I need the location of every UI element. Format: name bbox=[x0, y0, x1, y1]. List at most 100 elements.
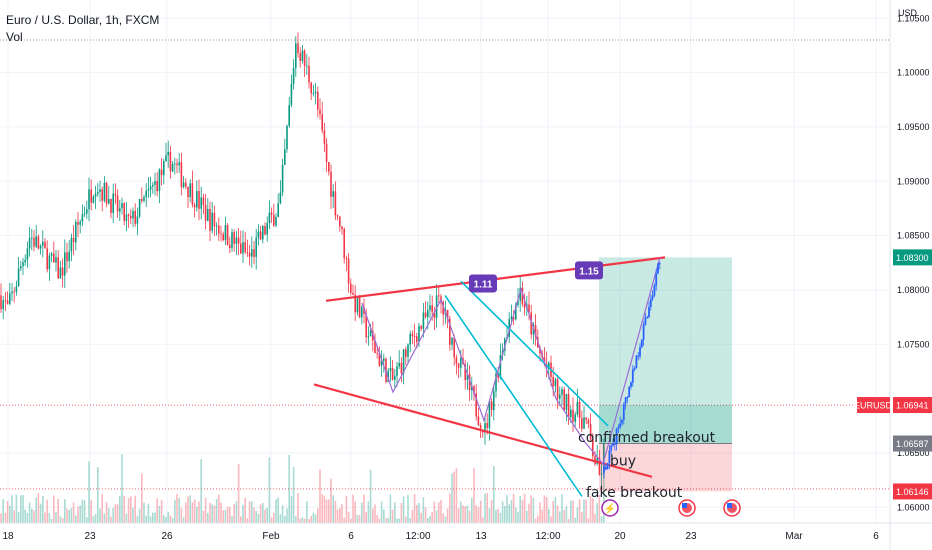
symbol-title[interactable]: Euro / U.S. Dollar, 1h, FXCM bbox=[6, 13, 160, 27]
volume-bar bbox=[136, 515, 139, 523]
volume-bar bbox=[39, 503, 42, 523]
candle-body bbox=[325, 143, 328, 163]
volume-bar bbox=[422, 497, 425, 523]
candle-body bbox=[497, 373, 499, 378]
projection-body bbox=[608, 450, 611, 464]
candle-body bbox=[61, 267, 64, 276]
candle bbox=[42, 230, 44, 258]
projection-candle bbox=[648, 301, 650, 319]
candle bbox=[246, 239, 249, 257]
candle-body bbox=[299, 53, 301, 61]
candle-body bbox=[75, 221, 77, 243]
volume-bar bbox=[154, 512, 156, 523]
volume-bar bbox=[389, 494, 392, 523]
volume-bar bbox=[453, 471, 455, 523]
volume-bar bbox=[226, 506, 229, 523]
candle bbox=[196, 180, 198, 212]
candle-body bbox=[570, 409, 572, 418]
volume-bar bbox=[94, 514, 97, 523]
volume-bar bbox=[297, 493, 299, 523]
candle-body bbox=[262, 226, 264, 240]
projection-body bbox=[624, 397, 627, 405]
candle bbox=[367, 326, 370, 346]
candle bbox=[422, 302, 425, 338]
candle-body bbox=[196, 191, 198, 208]
volume-bar bbox=[411, 509, 414, 523]
volume-bar bbox=[178, 498, 180, 523]
candle bbox=[402, 348, 405, 385]
volume-bar bbox=[61, 518, 64, 523]
candle bbox=[581, 410, 583, 432]
candle-body bbox=[209, 208, 211, 231]
candle bbox=[231, 228, 233, 252]
candle bbox=[92, 194, 95, 204]
volume-indicator-label[interactable]: Vol bbox=[6, 30, 23, 44]
candle-body bbox=[422, 312, 425, 329]
candle bbox=[286, 124, 288, 153]
candle bbox=[22, 257, 24, 275]
candle bbox=[24, 254, 26, 267]
volume-bar bbox=[257, 513, 260, 523]
volume-bar bbox=[55, 512, 57, 523]
candle-body bbox=[341, 226, 343, 229]
volume-bar bbox=[519, 496, 521, 523]
candle-body bbox=[552, 376, 554, 387]
candle bbox=[561, 386, 563, 406]
candle-body bbox=[453, 337, 455, 358]
volume-bar bbox=[532, 497, 535, 523]
time-tick-label: 18 bbox=[2, 531, 14, 542]
candle-body bbox=[420, 326, 422, 329]
candle-body bbox=[429, 305, 431, 311]
projection-body bbox=[619, 423, 622, 428]
projection-body bbox=[635, 355, 638, 368]
projection-candle bbox=[606, 462, 609, 470]
candle bbox=[211, 202, 213, 234]
volume-bar bbox=[409, 518, 411, 523]
volume-bar bbox=[541, 509, 543, 523]
projection-body bbox=[655, 273, 658, 286]
us-flag-canton bbox=[682, 503, 687, 508]
candle bbox=[574, 411, 576, 427]
candle-body bbox=[119, 208, 121, 212]
time-axis[interactable]: 18 23 26 Feb 6 12:00 13 12:00 20 23 Mar 6 ⚡ bbox=[0, 499, 932, 542]
candle bbox=[70, 233, 73, 262]
volume-bar bbox=[64, 499, 66, 523]
volume-bar bbox=[288, 454, 290, 523]
candle bbox=[409, 330, 411, 353]
candle-body bbox=[114, 193, 117, 196]
volume-bar bbox=[312, 512, 315, 523]
volume-bar bbox=[149, 516, 152, 523]
candle bbox=[224, 216, 227, 246]
volume-bar bbox=[334, 500, 337, 523]
candle bbox=[193, 202, 196, 218]
candle bbox=[99, 180, 101, 202]
volume-bar bbox=[391, 509, 394, 523]
volume-bar bbox=[86, 517, 88, 523]
volume-bar bbox=[484, 493, 486, 523]
candle-body bbox=[308, 65, 310, 83]
projection-candle bbox=[608, 444, 611, 469]
candle bbox=[132, 207, 134, 228]
volume-bar bbox=[37, 493, 40, 523]
volume-bar bbox=[2, 499, 4, 523]
candle-body bbox=[567, 394, 570, 418]
candle-body bbox=[512, 316, 515, 320]
candle-body bbox=[198, 191, 200, 209]
price-label-box bbox=[893, 249, 932, 266]
candle bbox=[312, 84, 315, 97]
volume-bar bbox=[248, 501, 251, 523]
volume-bar bbox=[550, 516, 552, 523]
volume-bar bbox=[81, 499, 84, 523]
projection-body bbox=[622, 404, 625, 420]
volume-bar bbox=[413, 494, 416, 523]
candle-body bbox=[457, 363, 460, 368]
volume-bar bbox=[378, 518, 381, 523]
price-label: 1.08300 bbox=[893, 249, 932, 266]
candle-body bbox=[55, 257, 57, 263]
candle-body bbox=[204, 204, 207, 221]
candle bbox=[554, 377, 557, 393]
candle-body bbox=[81, 214, 84, 222]
price-tick-label: 1.09500 bbox=[897, 122, 930, 132]
